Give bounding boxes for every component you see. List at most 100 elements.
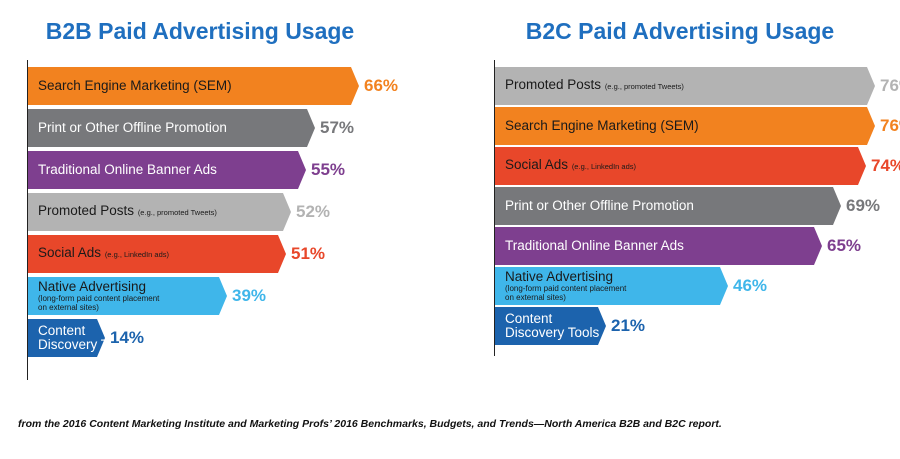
b2b-category-note: (e.g., promoted Tweets) bbox=[137, 208, 217, 217]
b2c-bar-fill-1 bbox=[495, 67, 875, 105]
b2c-bar-label-1: Promoted Posts (e.g., promoted Tweets) bbox=[505, 67, 684, 105]
b2b-bar-5: Social Ads (e.g., LinkedIn ads) 51% bbox=[28, 235, 325, 273]
b2b-bar-shape-3 bbox=[28, 151, 306, 189]
b2c-value-label-6: 46% bbox=[733, 276, 768, 295]
b2b-category-label: Print or Other Offline Promotion bbox=[38, 120, 227, 135]
b2b-value-label-2: 57% bbox=[320, 118, 355, 137]
b2c-bar-fill-3 bbox=[495, 147, 866, 185]
b2b-bar-fill-6 bbox=[28, 277, 227, 315]
b2b-bar-label-1: Search Engine Marketing (SEM) bbox=[38, 67, 232, 105]
b2c-bar-label-4: Print or Other Offline Promotion bbox=[505, 187, 694, 225]
b2c-category-label: Print or Other Offline Promotion bbox=[505, 198, 694, 213]
b2b-bar-shape-1 bbox=[28, 67, 359, 105]
b2b-bar-label-6: Native Advertising (long-form paid conten… bbox=[38, 277, 159, 315]
b2b-bar-fill-7 bbox=[28, 319, 105, 357]
b2b-bar-shape-5 bbox=[28, 235, 286, 273]
b2b-bar-fill-1 bbox=[28, 67, 359, 105]
b2c-bar-5: Traditional Online Banner Ads 65% bbox=[495, 227, 861, 265]
b2c-category-note: (e.g., LinkedIn ads) bbox=[571, 162, 637, 171]
b2c-category-label: Promoted Posts bbox=[505, 77, 602, 92]
b2b-value-label-1: 66% bbox=[364, 76, 399, 95]
b2b-bar-fill-3 bbox=[28, 151, 306, 189]
b2b-bar-shape-2 bbox=[28, 109, 315, 147]
b2c-value-label-5: 65% bbox=[827, 236, 862, 255]
b2c-bar-shape-7 bbox=[495, 307, 606, 345]
b2b-category-label: Search Engine Marketing (SEM) bbox=[38, 78, 232, 93]
b2c-chart-title: B2C Paid Advertising Usage bbox=[525, 18, 835, 44]
b2b-bar-4: Promoted Posts (e.g., promoted Tweets) 52… bbox=[28, 193, 330, 231]
b2c-bar-shape-2 bbox=[495, 107, 875, 145]
b2c-category-label: Native Advertising bbox=[505, 269, 614, 284]
b2b-bar-shape-6 bbox=[28, 277, 227, 315]
b2b-value-label-5: 51% bbox=[291, 244, 326, 263]
b2c-bar-shape-3 bbox=[495, 147, 866, 185]
b2c-bar-label-5: Traditional Online Banner Ads bbox=[505, 227, 684, 265]
b2b-category-label: Traditional Online Banner Ads bbox=[38, 162, 217, 177]
b2b-bar-7: Content Discovery Tools 14% bbox=[28, 319, 144, 357]
b2c-value-label-7: 21% bbox=[611, 316, 646, 335]
b2b-value-label-4: 52% bbox=[296, 202, 331, 221]
b2b-chart: B2B Paid Advertising Usage Search Engine… bbox=[0, 0, 400, 400]
b2c-chart: B2C Paid Advertising Usage Promoted Post… bbox=[455, 0, 900, 400]
b2c-bar-shape-5 bbox=[495, 227, 822, 265]
b2b-category-label-line2: Discovery Tools bbox=[38, 337, 133, 352]
b2c-bar-fill-6 bbox=[495, 267, 728, 305]
b2c-bar-shape-1 bbox=[495, 67, 875, 105]
b2b-bar-label-3: Traditional Online Banner Ads bbox=[38, 151, 217, 189]
b2b-bar-label-4: Promoted Posts (e.g., promoted Tweets) bbox=[38, 193, 217, 231]
b2b-category-label: Social Ads bbox=[38, 245, 102, 260]
b2b-bar-label-7: Content Discovery Tools bbox=[38, 319, 132, 357]
b2c-category-subnote: on external sites) bbox=[505, 293, 566, 302]
b2b-category-subnote: on external sites) bbox=[38, 303, 99, 312]
source-footnote: from the 2016 Content Marketing Institut… bbox=[18, 418, 722, 430]
b2c-bar-4: Print or Other Offline Promotion 69% bbox=[495, 187, 880, 225]
b2c-category-label: Traditional Online Banner Ads bbox=[505, 238, 684, 253]
b2c-value-label-4: 69% bbox=[846, 196, 881, 215]
b2c-bar-fill-5 bbox=[495, 227, 822, 265]
b2c-bar-3: Social Ads (e.g., LinkedIn ads) 74% bbox=[495, 147, 900, 185]
b2c-bar-shape-6 bbox=[495, 267, 728, 305]
b2b-bar-label-5: Social Ads (e.g., LinkedIn ads) bbox=[38, 235, 169, 273]
b2c-category-subnote: (long-form paid content placement bbox=[505, 284, 627, 293]
b2b-category-label: Native Advertising bbox=[38, 279, 147, 294]
b2c-bar-label-2: Search Engine Marketing (SEM) bbox=[505, 107, 699, 145]
b2c-category-label-line2: Discovery Tools bbox=[505, 325, 600, 340]
b2b-category-subnote: (long-form paid content placement bbox=[38, 294, 160, 303]
b2b-bar-2: Print or Other Offline Promotion 57% bbox=[28, 109, 354, 147]
b2b-bar-1: Search Engine Marketing (SEM) 66% bbox=[28, 67, 398, 105]
b2c-category-label: Social Ads bbox=[505, 157, 569, 172]
b2b-category-label: Promoted Posts bbox=[38, 203, 135, 218]
b2b-bar-fill-4 bbox=[28, 193, 291, 231]
b2b-value-label-6: 39% bbox=[232, 286, 267, 305]
b2c-bar-fill-4 bbox=[495, 187, 841, 225]
b2b-bar-3: Traditional Online Banner Ads 55% bbox=[28, 151, 345, 189]
b2b-bar-shape-7 bbox=[28, 319, 105, 357]
b2c-bar-shape-4 bbox=[495, 187, 841, 225]
b2c-bar-1: Promoted Posts (e.g., promoted Tweets) 76… bbox=[495, 67, 900, 105]
b2c-bar-fill-2 bbox=[495, 107, 875, 145]
b2c-value-label-3: 74% bbox=[871, 156, 900, 175]
b2b-chart-title: B2B Paid Advertising Usage bbox=[45, 18, 355, 44]
b2c-value-label-2: 76% bbox=[880, 116, 900, 135]
b2b-bar-fill-5 bbox=[28, 235, 286, 273]
b2b-value-label-3: 55% bbox=[311, 160, 346, 179]
b2c-bar-label-7: Content Discovery Tools bbox=[505, 307, 599, 345]
b2c-category-label: Search Engine Marketing (SEM) bbox=[505, 118, 699, 133]
b2b-category-note: (e.g., LinkedIn ads) bbox=[104, 250, 170, 259]
b2c-bar-label-3: Social Ads (e.g., LinkedIn ads) bbox=[505, 147, 636, 185]
b2b-bar-fill-2 bbox=[28, 109, 315, 147]
b2c-value-label-1: 76% bbox=[880, 76, 900, 95]
b2b-category-label: Content bbox=[38, 323, 86, 338]
b2b-bar-shape-4 bbox=[28, 193, 291, 231]
b2b-value-label-7: 14% bbox=[110, 328, 145, 347]
b2c-bar-2: Search Engine Marketing (SEM) 76% bbox=[495, 107, 900, 145]
b2c-bar-6: Native Advertising (long-form paid conten… bbox=[495, 267, 767, 305]
b2c-bar-label-6: Native Advertising (long-form paid conten… bbox=[505, 267, 626, 305]
b2b-bar-6: Native Advertising (long-form paid conten… bbox=[28, 277, 266, 315]
b2b-y-axis bbox=[27, 60, 28, 380]
b2c-category-note: (e.g., promoted Tweets) bbox=[604, 82, 684, 91]
b2c-bar-fill-7 bbox=[495, 307, 606, 345]
b2c-category-label: Content bbox=[505, 311, 553, 326]
b2c-bar-7: Content Discovery Tools 21% bbox=[495, 307, 645, 345]
b2b-bar-label-2: Print or Other Offline Promotion bbox=[38, 109, 227, 147]
